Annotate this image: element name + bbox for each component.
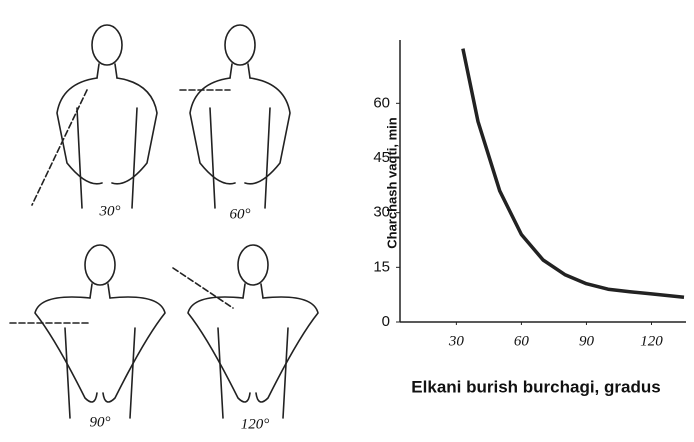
x-tick-label: 90 <box>579 333 595 349</box>
figure-drawing <box>172 244 319 419</box>
data-line <box>461 48 685 299</box>
y-tick-label: 45 <box>373 149 390 166</box>
y-tick-label: 15 <box>373 258 390 275</box>
y-tick-label: 30 <box>373 204 390 221</box>
figure-drawing <box>179 24 291 209</box>
figure-label: 60° <box>230 206 251 222</box>
figure-label: 90° <box>90 414 111 430</box>
y-tick-label: 60 <box>373 94 390 111</box>
x-tick-label: 30 <box>448 333 465 349</box>
y-tick-label: 0 <box>382 313 390 330</box>
figure-drawing <box>9 244 166 419</box>
y-axis-label: Charchash vaqti, min <box>384 117 399 249</box>
figure-drawing <box>31 24 158 209</box>
x-axis-label: Elkani burish burchagi, gradus <box>411 377 660 396</box>
figure-label: 30° <box>99 203 121 219</box>
figure-label: 120° <box>241 416 270 432</box>
x-tick-label: 60 <box>514 333 530 349</box>
x-tick-label: 120 <box>640 333 663 349</box>
